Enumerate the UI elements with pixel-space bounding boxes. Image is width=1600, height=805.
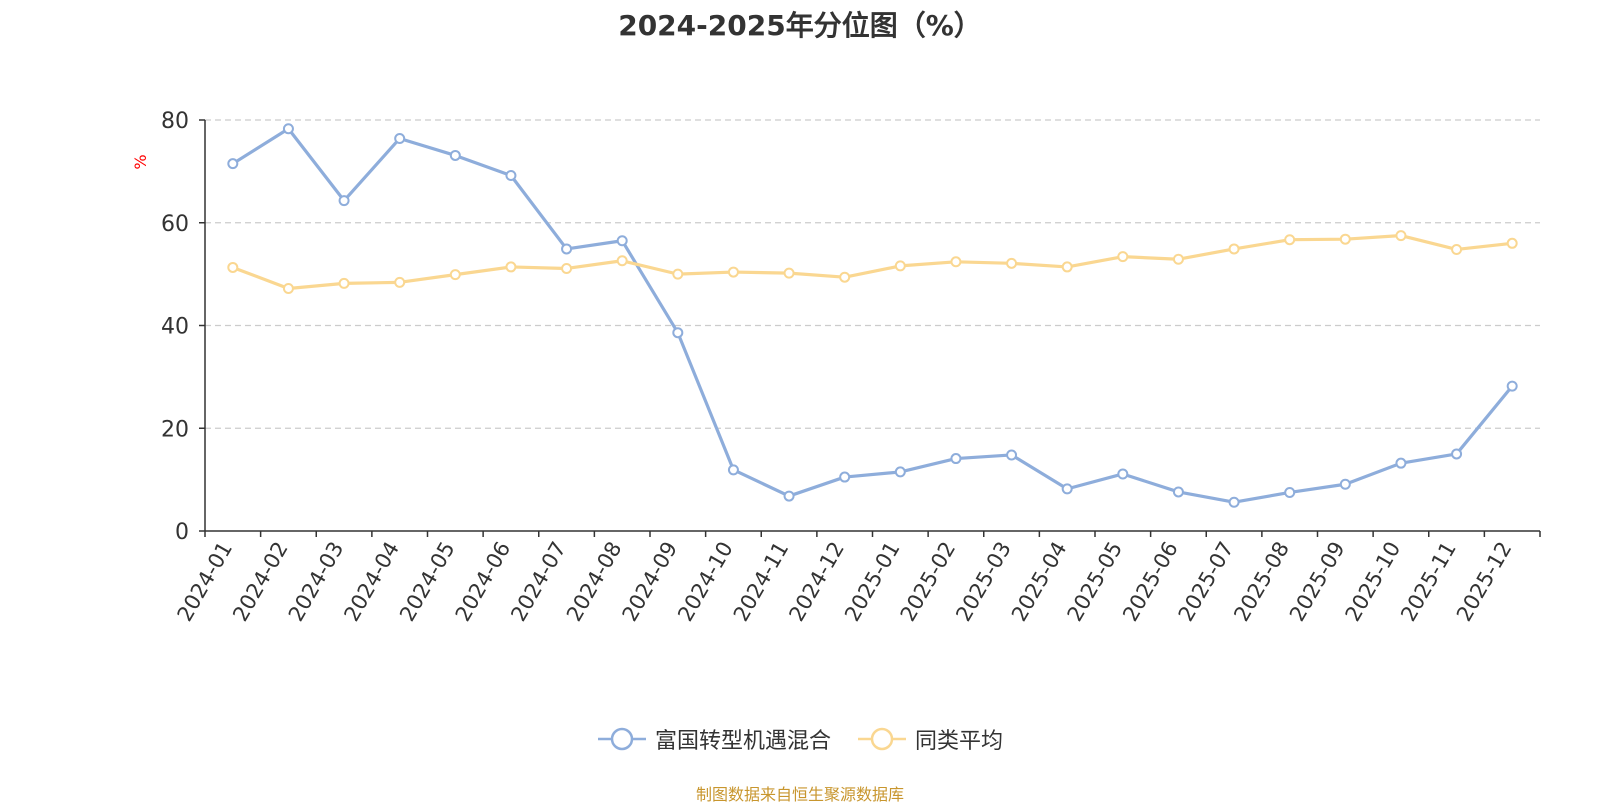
data-point[interactable]: [1061, 483, 1073, 495]
x-tick-label: 2024-04: [339, 538, 404, 626]
legend: 富国转型机遇混合 同类平均: [0, 722, 1600, 756]
x-tick-label: 2024-06: [451, 538, 516, 626]
legend-label: 富国转型机遇混合: [654, 729, 831, 754]
data-point[interactable]: [282, 123, 294, 135]
data-point[interactable]: [227, 261, 239, 273]
data-point[interactable]: [1006, 257, 1018, 269]
series-line: [231, 127, 1514, 504]
data-point[interactable]: [1395, 230, 1407, 242]
data-point[interactable]: [1061, 261, 1073, 273]
legend-item-1[interactable]: 富国转型机遇混合: [597, 723, 831, 755]
data-point[interactable]: [1284, 486, 1296, 498]
series-1: [227, 123, 1518, 508]
y-tick-label: 80: [161, 109, 189, 134]
x-tick-label: 2024-07: [506, 538, 571, 626]
data-point[interactable]: [1339, 478, 1351, 490]
data-point[interactable]: [839, 271, 851, 283]
data-point[interactable]: [505, 169, 517, 181]
data-point[interactable]: [505, 261, 517, 273]
grid-lines: [205, 119, 1540, 429]
data-point[interactable]: [282, 283, 294, 295]
series-lines: [227, 123, 1518, 508]
y-tick-label: 40: [161, 315, 189, 340]
data-point[interactable]: [1117, 468, 1129, 480]
data-point[interactable]: [894, 466, 906, 478]
x-tick-label: 2024-08: [562, 538, 627, 626]
x-tick-label: 2025-05: [1062, 538, 1127, 626]
data-point[interactable]: [727, 464, 739, 476]
data-point[interactable]: [449, 149, 461, 161]
x-tick-label: 2024-09: [617, 538, 682, 626]
data-point[interactable]: [839, 471, 851, 483]
x-tick-label: 2024-03: [284, 538, 349, 626]
x-tick-label: 2024-01: [172, 538, 237, 626]
x-tick-label: 2024-05: [395, 538, 460, 626]
legend-label: 同类平均: [915, 729, 1004, 754]
data-point[interactable]: [672, 327, 684, 339]
data-point[interactable]: [727, 266, 739, 278]
data-point[interactable]: [616, 255, 628, 267]
y-tick-label: 20: [161, 417, 189, 442]
data-point[interactable]: [672, 268, 684, 280]
x-tick-label: 2024-11: [729, 538, 794, 626]
data-point[interactable]: [394, 276, 406, 288]
chart-title: 2024-2025年分位图（%）: [618, 9, 982, 42]
axes: 0204060802024-012024-022024-032024-04202…: [161, 109, 1541, 626]
data-point[interactable]: [1284, 234, 1296, 246]
data-point[interactable]: [1451, 448, 1463, 460]
data-point[interactable]: [561, 243, 573, 255]
x-tick-label: 2025-01: [840, 538, 905, 626]
data-point[interactable]: [616, 235, 628, 247]
x-tick-label: 2024-10: [673, 538, 738, 626]
data-point[interactable]: [1506, 380, 1518, 392]
x-tick-label: 2025-09: [1285, 538, 1350, 626]
data-point[interactable]: [950, 256, 962, 268]
data-point[interactable]: [783, 267, 795, 279]
x-tick-label: 2024-12: [784, 538, 849, 626]
data-point[interactable]: [1228, 496, 1240, 508]
data-point[interactable]: [338, 277, 350, 289]
data-point[interactable]: [449, 269, 461, 281]
data-point[interactable]: [227, 158, 239, 170]
series-line: [231, 233, 1514, 291]
legend-line-marker-icon: [858, 727, 906, 751]
x-tick-label: 2025-11: [1396, 538, 1461, 626]
data-point[interactable]: [1339, 233, 1351, 245]
data-point[interactable]: [1451, 243, 1463, 255]
x-tick-label: 2024-02: [228, 538, 293, 626]
data-point[interactable]: [1506, 237, 1518, 249]
source-note: 制图数据来自恒生聚源数据库: [695, 785, 904, 804]
x-tick-label: 2025-06: [1118, 538, 1183, 626]
x-tick-label: 2025-12: [1452, 538, 1517, 626]
legend-item-2[interactable]: 同类平均: [857, 723, 1003, 755]
x-tick-label: 2025-04: [1007, 538, 1072, 626]
data-point[interactable]: [1172, 253, 1184, 265]
data-point[interactable]: [1228, 243, 1240, 255]
y-tick-label: 60: [161, 212, 189, 237]
data-point[interactable]: [1006, 449, 1018, 461]
legend-line-marker-icon: [597, 727, 646, 751]
data-point[interactable]: [783, 490, 795, 502]
data-point[interactable]: [1172, 486, 1184, 498]
x-tick-label: 2025-08: [1229, 538, 1294, 626]
data-point[interactable]: [394, 132, 406, 144]
data-point[interactable]: [1117, 251, 1129, 263]
x-tick-label: 2025-03: [951, 538, 1016, 626]
x-tick-label: 2025-02: [896, 538, 961, 626]
y-tick-label: 0: [175, 520, 189, 545]
series-2: [227, 230, 1518, 295]
data-point[interactable]: [338, 195, 350, 207]
data-point[interactable]: [1395, 457, 1407, 469]
data-point[interactable]: [894, 260, 906, 272]
data-point[interactable]: [950, 453, 962, 465]
x-tick-label: 2025-07: [1174, 538, 1239, 626]
data-point[interactable]: [561, 262, 573, 274]
x-tick-label: 2025-10: [1341, 538, 1406, 626]
y-axis-label: %: [131, 154, 150, 169]
